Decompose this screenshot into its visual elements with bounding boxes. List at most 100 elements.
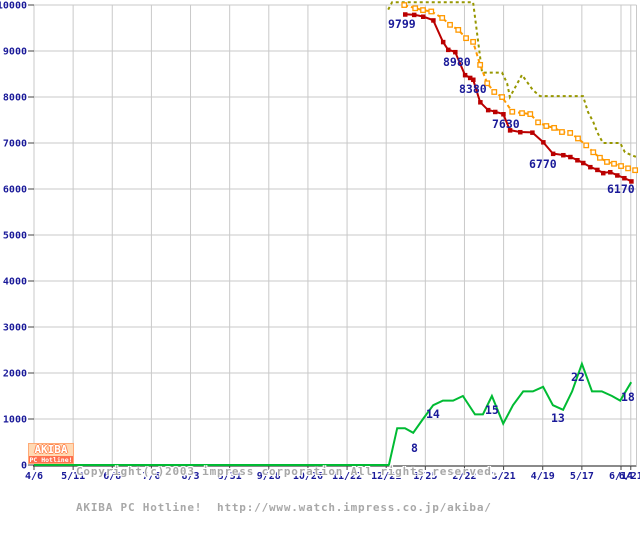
series-lowest-price-marker bbox=[420, 14, 426, 19]
akiba-logo: AKIBA PC Hotline! bbox=[28, 443, 74, 464]
series-average-price-marker bbox=[470, 38, 477, 45]
series-lowest-price-marker bbox=[518, 129, 523, 135]
x-axis-label: 6/8 bbox=[103, 471, 121, 480]
data-label: 8 bbox=[411, 441, 418, 455]
x-axis-label: 8/31 bbox=[218, 471, 242, 480]
series-lowest-price-marker bbox=[575, 158, 580, 163]
x-axis-label: 8/3 bbox=[182, 471, 200, 480]
series-average-price-marker bbox=[428, 8, 435, 15]
y-axis-label: 9000 bbox=[3, 47, 27, 58]
x-axis-label: 11/22 bbox=[332, 471, 362, 480]
series-average-price-marker bbox=[604, 159, 610, 165]
y-axis-label: 0 bbox=[21, 461, 27, 472]
series-average-price-marker bbox=[509, 108, 516, 115]
copyright-notice: Copyright(c)2003 impress corporation All… bbox=[76, 442, 499, 538]
series-average-price-marker bbox=[597, 154, 603, 161]
series-lowest-price-marker bbox=[411, 12, 417, 18]
series-average-price-marker bbox=[499, 94, 505, 100]
x-axis-label: 3/21 bbox=[492, 471, 516, 480]
series-lowest-price-marker bbox=[530, 130, 535, 135]
series-average-price-marker bbox=[535, 119, 541, 126]
x-axis-label: 2/22 bbox=[452, 471, 476, 480]
x-axis-label: 4/6 bbox=[25, 471, 43, 480]
series-average-price-marker bbox=[590, 149, 597, 156]
series-lowest-price-marker bbox=[600, 170, 606, 176]
x-axis-label: 1/25 bbox=[413, 471, 437, 480]
price-history-page: 9799898083807630677061708141513221810000… bbox=[0, 1, 640, 514]
series-lowest-price-marker bbox=[595, 167, 600, 173]
series-lowest-price-marker bbox=[467, 75, 473, 81]
series-shop-count-line bbox=[34, 360, 633, 466]
series-lowest-price-marker bbox=[501, 112, 506, 117]
x-axis-label: 4/19 bbox=[531, 471, 555, 480]
series-average-price-marker bbox=[463, 35, 469, 42]
series-average-price-marker bbox=[484, 80, 491, 87]
series-lowest-price-marker bbox=[492, 109, 498, 115]
y-axis-label: 8000 bbox=[3, 93, 27, 104]
series-average-price-marker bbox=[575, 135, 581, 142]
data-label: 18 bbox=[621, 390, 635, 404]
series-average-price-marker bbox=[477, 61, 484, 68]
series-lowest-price-marker bbox=[541, 140, 546, 145]
series-lowest-price-marker bbox=[485, 107, 491, 113]
series-lowest-price-marker bbox=[507, 128, 513, 133]
x-axis-label: 10/26 bbox=[293, 471, 323, 480]
y-axis-label: 7000 bbox=[3, 139, 27, 150]
series-lowest-price-marker bbox=[478, 100, 483, 105]
x-axis-label: 6/21 bbox=[619, 471, 640, 480]
akiba-logo-subtitle: PC Hotline! bbox=[29, 456, 73, 464]
series-highest-price-line bbox=[387, 1, 637, 158]
data-label: 14 bbox=[426, 407, 440, 421]
series-lowest-price-marker bbox=[453, 49, 458, 55]
x-axis-label: 6/14 bbox=[609, 471, 633, 480]
x-axis-label: 7/6 bbox=[142, 471, 160, 480]
series-average-price-marker bbox=[611, 160, 617, 167]
series-average-price-marker bbox=[519, 110, 525, 117]
y-axis-label: 4000 bbox=[3, 277, 27, 288]
data-label: 8380 bbox=[459, 82, 487, 96]
series-average-price-marker bbox=[412, 5, 419, 12]
y-axis-label: 1000 bbox=[3, 415, 27, 426]
series-average-price-marker bbox=[551, 124, 558, 131]
y-axis-label: 6000 bbox=[3, 185, 27, 196]
series-lowest-price-marker bbox=[561, 152, 566, 158]
series-average-price-marker bbox=[632, 167, 639, 174]
copyright-line2: AKIBA PC Hotline! http://www.watch.impre… bbox=[76, 501, 492, 514]
series-lowest-price-marker bbox=[615, 173, 620, 178]
x-axis-label: 12/21 bbox=[371, 471, 401, 480]
price-history-chart: 9799898083807630677061708141513221810000… bbox=[0, 1, 640, 481]
series-lowest-price-marker bbox=[568, 154, 573, 160]
data-label: 6770 bbox=[529, 157, 557, 171]
x-axis-label: 9/28 bbox=[257, 471, 281, 480]
data-label: 9799 bbox=[388, 17, 416, 31]
series-lowest-price-marker bbox=[462, 72, 468, 78]
data-label: 7630 bbox=[492, 117, 520, 131]
series-average-price-marker bbox=[583, 142, 590, 149]
series-lowest-price-marker bbox=[440, 39, 446, 45]
data-label: 15 bbox=[485, 403, 499, 417]
series-average-price-marker bbox=[559, 129, 565, 135]
y-axis-label: 3000 bbox=[3, 323, 27, 334]
series-lowest-price-marker bbox=[629, 179, 634, 184]
series-average-price-marker bbox=[527, 111, 534, 117]
series-average-price-marker bbox=[618, 163, 624, 169]
series-average-price-marker bbox=[439, 15, 446, 21]
series-lowest-price-marker bbox=[608, 169, 613, 175]
series-lowest-price-marker bbox=[550, 151, 556, 157]
data-label: 6170 bbox=[607, 182, 635, 196]
series-lowest-price-marker bbox=[581, 160, 586, 166]
x-axis-label: 5/17 bbox=[570, 471, 594, 480]
series-average-price-marker bbox=[447, 21, 453, 28]
data-label: 13 bbox=[551, 411, 565, 425]
series-average-price-marker bbox=[543, 123, 550, 129]
series-lowest-price-marker bbox=[471, 77, 476, 83]
y-axis-label: 2000 bbox=[3, 369, 27, 380]
x-axis-label: 5/11 bbox=[61, 471, 85, 480]
akiba-logo-title: AKIBA bbox=[29, 444, 73, 456]
series-lowest-price-marker bbox=[622, 175, 627, 181]
series-lowest-price-marker bbox=[588, 164, 593, 170]
series-average-price-marker bbox=[625, 165, 631, 172]
data-label: 8980 bbox=[443, 55, 471, 69]
data-label: 22 bbox=[571, 370, 585, 384]
